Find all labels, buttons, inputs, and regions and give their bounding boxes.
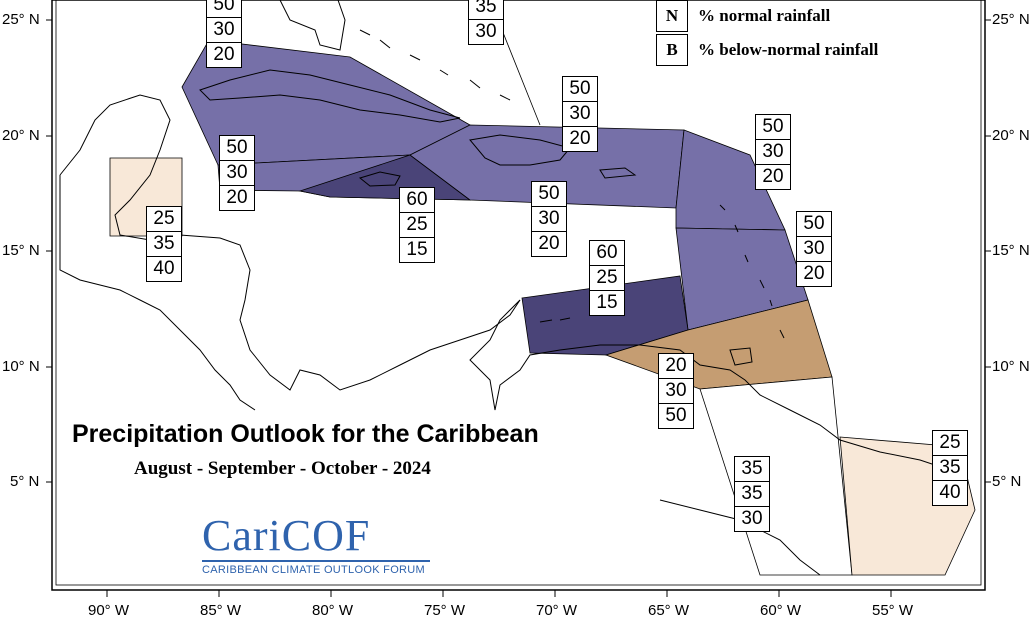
forecast-box-guyana: 35 35 30	[734, 456, 770, 532]
lat-label-25n-right: 25° N	[992, 11, 1030, 28]
lat-label-5n-right: 5° N	[992, 473, 1022, 490]
forecast-box-cayman: 50 30 20	[219, 135, 255, 211]
prob-below: 20	[569, 128, 591, 149]
lat-ticks	[46, 19, 991, 483]
forecast-box-turks-caicos: 35 30	[468, 0, 504, 45]
forecast-box-belize: 25 35 40	[146, 206, 182, 282]
lon-label-60w: 60° W	[760, 602, 802, 619]
map-inner-border	[55, 0, 982, 586]
lat-label-5n-left: 5° N	[10, 473, 40, 490]
forecast-box-windward: 50 30 20	[796, 211, 832, 287]
prob-normal: 30	[659, 379, 693, 404]
logo-word-part1: Cari	[202, 511, 282, 560]
logo-divider	[202, 560, 430, 562]
prob-below: 15	[596, 292, 618, 313]
lon-label-55w: 55° W	[872, 602, 914, 619]
forecast-box-caribbean-sea: 50 30 20	[531, 181, 567, 257]
prob-normal: 30	[563, 102, 597, 127]
forecast-box-abc: 60 25 15	[589, 240, 625, 316]
legend-key-below: B	[656, 34, 688, 66]
prob-normal: 30	[532, 207, 566, 232]
legend-key-normal: N	[656, 0, 688, 32]
prob-above: 50	[563, 77, 597, 102]
lat-label-15n-left: 15° N	[2, 242, 40, 259]
prob-above: 20	[659, 354, 693, 379]
legend-label-normal: % normal rainfall	[698, 6, 831, 25]
prob-above: 50	[797, 212, 831, 237]
prob-below: 20	[803, 263, 825, 284]
prob-below: 40	[939, 482, 961, 503]
legend-normal: N % normal rainfall	[656, 0, 830, 32]
prob-above: 50	[532, 182, 566, 207]
lon-label-85w: 85° W	[200, 602, 242, 619]
lon-label-90w: 90° W	[88, 602, 130, 619]
coastlines	[59, 0, 961, 576]
prob-below: 50	[665, 405, 687, 426]
prob-below: 20	[226, 187, 248, 208]
prob-above: 60	[400, 188, 434, 213]
prob-below: 20	[538, 233, 560, 254]
forecast-box-trinidad: 20 30 50	[658, 353, 694, 429]
prob-above: 60	[590, 241, 624, 266]
legend-label-below: % below-normal rainfall	[698, 40, 879, 59]
caricof-logo: CariCOF CARIBBEAN CLIMATE OUTLOOK FORUM	[202, 514, 430, 576]
prob-above: 25	[933, 431, 967, 456]
prob-normal: 35	[147, 232, 181, 257]
forecast-box-bahamas: 50 30 20	[206, 0, 242, 68]
prob-normal: 35	[933, 456, 967, 481]
logo-word-part2: COF	[281, 511, 371, 560]
prob-above: 50	[207, 0, 241, 18]
lat-label-20n-right: 20° N	[992, 127, 1030, 144]
legend-below: B % below-normal rainfall	[656, 34, 878, 66]
lon-label-80w: 80° W	[312, 602, 354, 619]
forecast-box-hispaniola: 50 30 20	[562, 76, 598, 152]
lat-label-10n-right: 10° N	[992, 358, 1030, 375]
lat-label-25n-left: 25° N	[2, 11, 40, 28]
prob-above: 50	[756, 115, 790, 140]
map-subtitle: August - September - October - 2024	[134, 458, 431, 479]
lat-label-15n-right: 15° N	[992, 242, 1030, 259]
prob-below: 30	[741, 508, 763, 529]
forecast-box-jamaica: 60 25 15	[399, 187, 435, 263]
prob-above: 35	[735, 457, 769, 482]
lon-label-75w: 75° W	[424, 602, 466, 619]
forecast-box-suriname: 25 35 40	[932, 430, 968, 506]
lon-label-65w: 65° W	[648, 602, 690, 619]
prob-normal: 25	[590, 266, 624, 291]
prob-below: 20	[213, 44, 235, 65]
prob-below: 40	[153, 258, 175, 279]
prob-normal: 30	[756, 140, 790, 165]
map-title: Precipitation Outlook for the Caribbean	[72, 420, 539, 448]
prob-normal: 30	[475, 21, 497, 42]
logo-wordmark: CariCOF	[202, 514, 430, 558]
lon-ticks	[106, 590, 892, 597]
prob-normal: 25	[400, 213, 434, 238]
prob-normal: 30	[220, 161, 254, 186]
logo-tagline: CARIBBEAN CLIMATE OUTLOOK FORUM	[202, 564, 426, 576]
lon-label-70w: 70° W	[536, 602, 578, 619]
prob-below: 15	[406, 239, 428, 260]
lat-label-20n-left: 20° N	[2, 127, 40, 144]
prob-below: 20	[762, 166, 784, 187]
prob-normal: 30	[797, 237, 831, 262]
prob-above: 25	[147, 207, 181, 232]
forecast-box-leeward: 50 30 20	[755, 114, 791, 190]
lat-label-10n-left: 10° N	[2, 358, 40, 375]
prob-above: 50	[220, 136, 254, 161]
prob-normal: 35	[735, 482, 769, 507]
prob-normal: 30	[207, 18, 241, 43]
prob-above: 35	[469, 0, 503, 20]
